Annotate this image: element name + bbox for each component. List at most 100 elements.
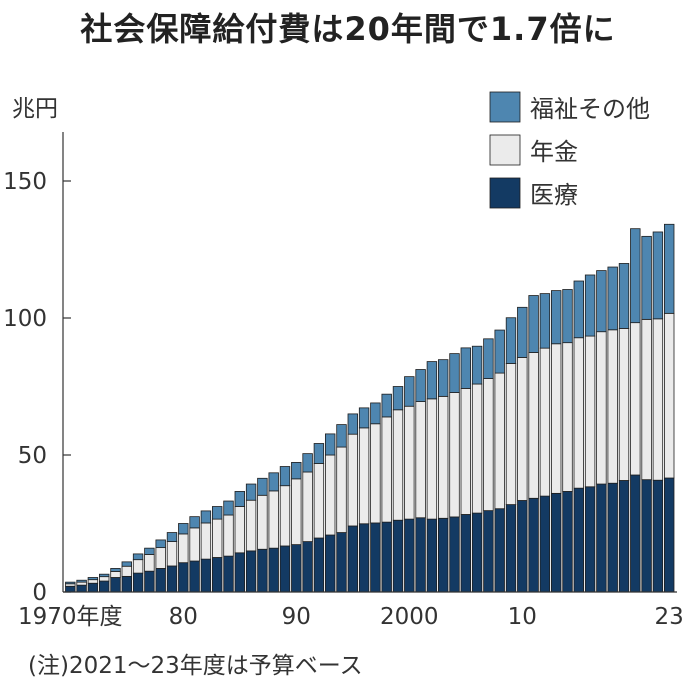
bar-segment	[155, 547, 166, 569]
bar-segment	[302, 541, 313, 593]
bar-segment	[404, 518, 415, 593]
bar-segment	[607, 329, 618, 484]
bar-stack	[551, 290, 562, 593]
bar-segment	[573, 280, 585, 339]
bar-segment	[211, 518, 223, 558]
bar-segment	[268, 547, 279, 593]
bar-segment	[336, 424, 347, 448]
bar-stack	[517, 306, 528, 593]
bar-segment	[313, 463, 325, 539]
bar-segment	[573, 337, 585, 489]
bar-segment	[562, 342, 573, 492]
bar-segment	[415, 401, 426, 519]
bar-segment	[87, 579, 99, 584]
bar-segment	[551, 492, 562, 593]
bar-stack	[494, 329, 505, 593]
bar-segment	[200, 510, 212, 524]
bar-segment	[110, 568, 121, 572]
legend-swatch	[489, 91, 521, 123]
bar-segment	[618, 328, 630, 481]
legend-swatch	[489, 134, 521, 166]
bar-segment	[166, 565, 178, 593]
bar-stack	[358, 407, 370, 593]
bar-stack	[200, 510, 212, 593]
bar-stack	[483, 338, 494, 593]
bar-stack	[87, 577, 99, 593]
bar-segment	[596, 483, 607, 593]
bar-segment	[539, 293, 551, 349]
bar-segment	[358, 427, 370, 525]
bar-segment	[562, 289, 573, 344]
x-tick-label: 80	[169, 604, 198, 630]
bar-segment	[618, 263, 630, 329]
bar-segment	[189, 516, 200, 529]
bar-segment	[200, 558, 212, 593]
bar-segment	[494, 508, 505, 593]
bar-segment	[132, 572, 144, 593]
bar-segment	[166, 532, 178, 542]
bar-segment	[630, 322, 641, 476]
bar-stack	[121, 561, 133, 593]
bar-segment	[392, 409, 404, 521]
y-tick-label: 50	[18, 443, 47, 469]
bar-segment	[539, 495, 551, 593]
bar-stack	[291, 461, 302, 593]
bar-segment	[324, 534, 336, 593]
bar-segment	[630, 474, 641, 593]
y-axis-ticks: 0 50 100 150	[3, 169, 71, 606]
legend-swatch	[489, 177, 521, 209]
bar-segment	[505, 317, 517, 364]
bar-segment	[505, 363, 517, 505]
bar-stack	[652, 231, 664, 593]
bar-segment	[132, 553, 144, 561]
bar-stack	[381, 393, 392, 593]
bar-segment	[437, 517, 449, 593]
bar-segment	[404, 376, 415, 407]
bar-segment	[99, 573, 110, 578]
bar-segment	[460, 347, 472, 389]
bar-segment	[223, 555, 234, 593]
y-tick-label: 150	[3, 169, 47, 195]
bar-stack	[223, 500, 234, 593]
bar-segment	[76, 579, 87, 583]
bar-segment	[641, 235, 652, 320]
bar-segment	[551, 290, 562, 345]
bar-segment	[664, 312, 675, 479]
bar-segment	[87, 577, 99, 581]
bar-segment	[65, 585, 76, 593]
bar-segment	[76, 581, 87, 586]
bar-segment	[257, 477, 268, 496]
bar-stack	[279, 466, 291, 593]
bar-stack	[437, 359, 449, 593]
bar-stack	[313, 443, 325, 593]
bar-segment	[426, 361, 438, 400]
bar-segment	[223, 514, 234, 557]
bar-stack	[618, 263, 630, 593]
bar-segment	[347, 433, 359, 527]
x-tick-label: 23	[655, 604, 684, 630]
bar-stack	[268, 472, 279, 593]
bar-segment	[370, 522, 381, 593]
bar-segment	[607, 266, 618, 331]
bar-segment	[584, 335, 596, 488]
bar-segment	[155, 568, 166, 593]
bar-segment	[336, 446, 347, 533]
bar-segment	[652, 318, 664, 481]
bar-segment	[381, 393, 392, 418]
bar-segment	[291, 544, 302, 593]
bar-segment	[505, 504, 517, 593]
bar-stack	[607, 266, 618, 593]
bar-segment	[381, 521, 392, 593]
bar-segment	[65, 581, 76, 585]
legend-label: 年金	[530, 138, 578, 166]
bar-stack	[664, 223, 675, 593]
bar-segment	[313, 537, 325, 593]
bar-segment	[415, 517, 426, 593]
bar-segment	[110, 571, 121, 578]
bar-segment	[483, 338, 494, 379]
bar-segment	[189, 560, 200, 593]
bar-segment	[178, 562, 189, 593]
bar-segment	[110, 577, 121, 593]
bar-segment	[641, 479, 652, 593]
bar-segment	[234, 506, 246, 554]
